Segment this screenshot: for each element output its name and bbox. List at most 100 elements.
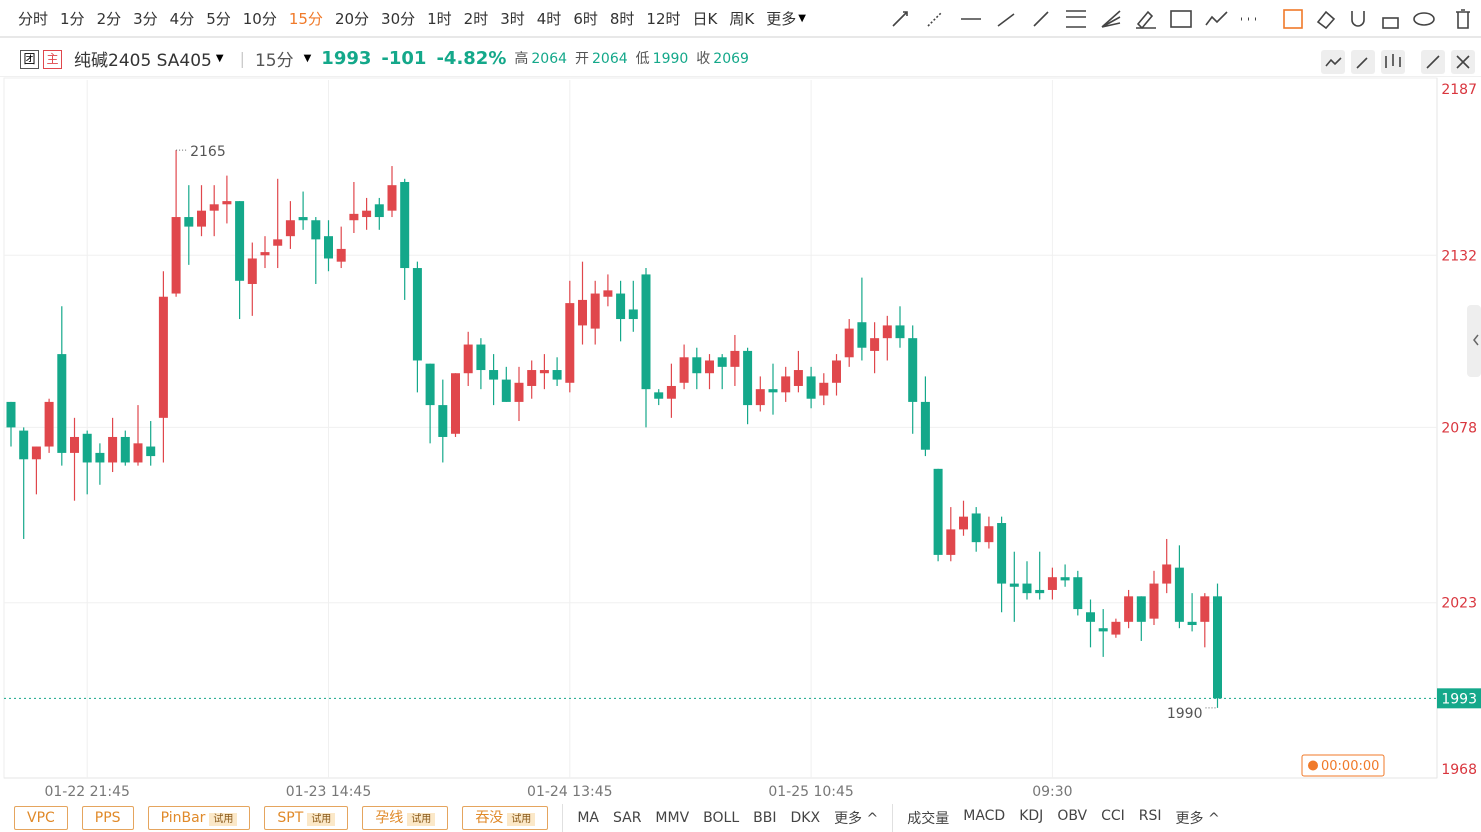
period-option[interactable]: 20分 (334, 9, 370, 28)
stat-label: 收 (696, 51, 711, 67)
candle-body (476, 344, 486, 371)
tool-eye[interactable] (1413, 12, 1435, 26)
tool-image[interactable] (1170, 10, 1192, 28)
indicator[interactable]: 成交量 (907, 811, 950, 827)
indicator[interactable]: MACD (963, 808, 1006, 824)
candle-body (298, 217, 308, 221)
tool-draw-mode[interactable] (1283, 9, 1303, 29)
tool-eraser[interactable] (1316, 10, 1336, 30)
timer-icon (1308, 760, 1318, 771)
stat-value: 2064 (531, 51, 568, 67)
period-option[interactable]: 周K (729, 9, 755, 28)
candle-body (641, 274, 651, 390)
period-option[interactable]: 12时 (646, 9, 681, 28)
candle-body (6, 401, 16, 428)
period-option[interactable]: 4时 (536, 9, 562, 28)
candle-body (1022, 583, 1032, 594)
indicator[interactable]: CCI (1101, 808, 1125, 824)
period-option[interactable]: 2时 (463, 9, 489, 28)
indicator[interactable]: MMV (655, 810, 690, 826)
period-option[interactable]: 分时 (18, 9, 49, 28)
badge[interactable]: 团 (20, 49, 39, 69)
pattern-button[interactable]: PPS (81, 806, 134, 830)
pattern-label: PinBar (160, 810, 206, 826)
caret: ▼ (303, 52, 312, 64)
tool-fan[interactable] (1101, 10, 1121, 28)
candle-body (273, 239, 283, 246)
period-option[interactable]: 30分 (381, 9, 416, 28)
badge-group: 团主 (16, 48, 62, 69)
period-option[interactable]: 2分 (96, 9, 122, 28)
candle-body (908, 338, 918, 402)
pattern-button[interactable]: PinBar 试用 (147, 806, 251, 830)
pattern-button[interactable]: 孕线 试用 (362, 806, 449, 830)
tool-delete[interactable] (1456, 9, 1470, 29)
period-option[interactable]: 1分 (60, 9, 85, 28)
candle-body (895, 325, 905, 339)
period-option[interactable]: 4分 (169, 9, 195, 28)
candle-body (984, 526, 994, 543)
indicator[interactable]: KDJ (1019, 808, 1044, 824)
candle-body (1073, 577, 1083, 610)
symbol-name[interactable]: 纯碱2405 SA405 (74, 50, 212, 71)
indicator[interactable]: OBV (1057, 808, 1088, 824)
tool-arrow[interactable] (892, 11, 908, 27)
period-more[interactable]: 更多 (766, 9, 797, 28)
candle-body (1136, 596, 1146, 622)
pattern-button[interactable]: VPC (14, 806, 68, 830)
main-more[interactable]: 更多 ^ (834, 811, 879, 827)
sub-more[interactable]: 更多 ^ (1175, 811, 1220, 827)
candle-body (971, 513, 981, 543)
stat-value: 2069 (713, 51, 749, 67)
indicator[interactable]: DKX (790, 810, 821, 826)
candle-body (539, 370, 549, 374)
period-option[interactable]: 10分 (242, 9, 277, 28)
candle-body (679, 357, 689, 383)
period-option[interactable]: 3分 (133, 9, 158, 28)
stat-label: 高 (514, 51, 529, 67)
indicator[interactable]: RSI (1138, 808, 1162, 824)
period-option[interactable]: 15分 (288, 9, 323, 28)
timer-box: 00:00:00 (1301, 754, 1385, 777)
tool-wave[interactable] (1205, 11, 1228, 26)
candle-body (1035, 589, 1045, 594)
candle-body (1009, 583, 1019, 587)
tool-segment[interactable] (997, 13, 1015, 27)
tool-lock[interactable] (1382, 17, 1399, 29)
period-option[interactable]: 日K (692, 9, 718, 28)
candle-body (184, 217, 194, 227)
candle-body (463, 344, 473, 374)
period-option[interactable]: 1时 (427, 9, 452, 28)
candle-body (57, 354, 67, 453)
period-option[interactable]: 8时 (609, 9, 635, 28)
divider: | (239, 48, 245, 68)
candle-body (565, 303, 575, 383)
badge[interactable]: 主 (43, 49, 62, 69)
tool-line[interactable] (1033, 11, 1049, 27)
trial-tag: 试用 (407, 813, 436, 826)
indicator[interactable]: MA (577, 810, 599, 826)
candle-body (870, 338, 880, 351)
period-option[interactable]: 6时 (573, 9, 598, 28)
tool-pen[interactable] (1136, 10, 1156, 30)
period[interactable]: 15分 (254, 50, 294, 71)
y-tick-label: 2078 (1441, 420, 1477, 436)
period-option[interactable]: 3时 (500, 9, 525, 28)
candle-body (247, 258, 257, 284)
candle-body (1187, 621, 1197, 626)
candle-body (489, 370, 499, 380)
indicator[interactable]: BBI (753, 810, 777, 826)
indicator[interactable]: SAR (612, 810, 642, 826)
candle-body (19, 430, 29, 460)
candle-body (933, 468, 943, 555)
tool-ray[interactable] (927, 11, 943, 27)
pattern-button[interactable]: SPT 试用 (264, 806, 349, 830)
indicator[interactable]: BOLL (703, 810, 740, 826)
candle-body (590, 293, 600, 329)
tool-fib[interactable] (1066, 10, 1086, 28)
period-option[interactable]: 5分 (206, 9, 231, 28)
candle-body (819, 382, 829, 396)
pattern-label: PPS (94, 810, 121, 826)
pattern-button[interactable]: 吞没 试用 (462, 806, 549, 830)
tool-magnet[interactable] (1351, 11, 1365, 27)
